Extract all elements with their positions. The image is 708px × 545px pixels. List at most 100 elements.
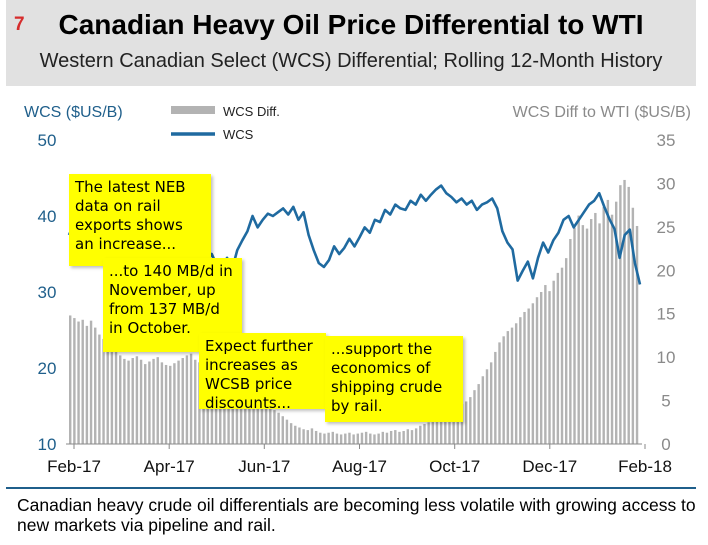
- bar-wcs-diff: [531, 303, 535, 444]
- header-band: [6, 0, 696, 86]
- bar-wcs-diff: [369, 433, 372, 444]
- x-tick-label: Dec-17: [522, 457, 577, 476]
- bar-wcs-diff: [302, 429, 305, 444]
- bar-wcs-diff: [473, 390, 476, 444]
- bar-wcs-diff: [289, 423, 293, 444]
- bar-wcs-diff: [239, 384, 243, 444]
- bar-wcs-diff: [160, 362, 164, 444]
- bar-wcs-diff: [189, 353, 193, 444]
- bar-wcs-diff: [577, 215, 580, 444]
- bar-wcs-diff: [635, 225, 639, 444]
- bar-wcs-diff: [389, 430, 393, 444]
- bar-wcs-diff: [181, 358, 184, 444]
- bar-wcs-diff: [123, 358, 126, 444]
- bar-wcs-diff: [85, 325, 89, 444]
- bar-wcs-diff: [348, 432, 351, 444]
- bar-wcs-diff: [469, 397, 472, 444]
- right-tick-label: 15: [657, 305, 676, 324]
- bar-wcs-diff: [481, 376, 485, 444]
- bar-wcs-diff: [506, 331, 510, 444]
- bar-wcs-diff: [494, 351, 497, 444]
- x-tick-label: Oct-17: [429, 457, 480, 476]
- bar-wcs-diff: [585, 228, 589, 444]
- bar-wcs-diff: [402, 430, 405, 444]
- bar-wcs-diff: [177, 360, 180, 444]
- bar-wcs-diff: [556, 272, 560, 444]
- bar-wcs-diff: [89, 320, 93, 444]
- right-tick-label: 0: [661, 435, 670, 454]
- bar-wcs-diff: [319, 432, 322, 444]
- bar-wcs-diff: [498, 342, 501, 444]
- bar-wcs-diff: [252, 397, 255, 444]
- bar-wcs-diff: [489, 362, 493, 444]
- bar-wcs-diff: [194, 359, 197, 444]
- bar-wcs-diff: [602, 206, 605, 444]
- bar-wcs-diff: [598, 223, 601, 444]
- bar-wcs-diff: [569, 239, 572, 444]
- bar-wcs-diff: [477, 384, 480, 444]
- left-axis-label: WCS ($US/B): [24, 104, 123, 121]
- bar-wcs-diff: [248, 394, 251, 444]
- left-tick-label: 20: [38, 359, 57, 378]
- bar-wcs-diff: [452, 409, 455, 444]
- left-axis-ticks: 10 20 30 40 50: [38, 131, 57, 454]
- bar-wcs-diff: [398, 431, 401, 444]
- bar-wcs-diff: [331, 431, 334, 444]
- bar-wcs-diff: [285, 419, 289, 444]
- right-tick-label: 20: [657, 261, 676, 280]
- bar-wcs-diff: [448, 410, 451, 444]
- bar-wcs-diff: [173, 363, 176, 444]
- bar-wcs-diff: [327, 432, 330, 444]
- bar-wcs-diff: [514, 323, 518, 444]
- bar-wcs-diff: [277, 412, 280, 444]
- bar-wcs-diff: [144, 364, 147, 444]
- bar-wcs-diff: [456, 406, 460, 444]
- legend-label-wcs: WCS: [223, 127, 254, 142]
- bar-wcs-diff: [544, 285, 547, 444]
- callout-rail-economics: ...support the economics of shipping cru…: [325, 336, 463, 422]
- bar-wcs-diff: [131, 358, 134, 444]
- bar-wcs-diff: [281, 416, 284, 444]
- bar-wcs-diff: [148, 361, 151, 444]
- bar-wcs-diff: [139, 359, 143, 444]
- legend-label-wcs-diff: WCS Diff.: [223, 104, 280, 119]
- x-tick-label: Jun-17: [238, 457, 290, 476]
- bar-wcs-diff: [69, 315, 72, 444]
- bar-wcs-diff: [344, 433, 347, 444]
- bar-wcs-diff: [619, 185, 622, 445]
- bar-wcs-diff: [606, 199, 610, 444]
- bar-wcs-diff: [81, 319, 84, 444]
- bar-wcs-diff: [185, 355, 189, 444]
- bar-wcs-diff: [110, 343, 114, 444]
- bar-wcs-diff: [73, 318, 76, 444]
- callout-neb-data: The latest NEB data on rail exports show…: [69, 174, 211, 266]
- bar-wcs-diff: [406, 429, 410, 444]
- bar-wcs-diff: [235, 377, 239, 444]
- bar-wcs-diff: [310, 428, 314, 444]
- bar-wcs-diff: [414, 428, 418, 444]
- bar-wcs-diff: [610, 214, 614, 444]
- bar-wcs-diff: [135, 356, 139, 444]
- x-tick-label: Feb-18: [618, 457, 672, 476]
- bar-wcs-diff: [410, 430, 414, 444]
- bar-wcs-diff: [264, 401, 268, 444]
- page-title: Canadian Heavy Oil Price Differential to…: [58, 9, 644, 40]
- bar-wcs-diff: [127, 360, 130, 444]
- bar-wcs-diff: [360, 432, 364, 444]
- bar-wcs-diff: [152, 358, 155, 444]
- bar-wcs-diff: [435, 417, 439, 444]
- right-tick-label: 10: [657, 348, 676, 367]
- bar-wcs-diff: [573, 227, 576, 444]
- bar-wcs-diff: [510, 327, 514, 444]
- bar-wcs-diff: [364, 431, 368, 444]
- bar-wcs-diff: [548, 291, 551, 444]
- bar-wcs-diff: [631, 207, 635, 444]
- bar-wcs-diff: [627, 186, 630, 444]
- bar-wcs-diff: [323, 433, 326, 444]
- bar-wcs-diff: [269, 405, 272, 444]
- bar-wcs-diff: [114, 349, 118, 444]
- bar-wcs-diff: [460, 404, 464, 444]
- bar-wcs-diff: [427, 422, 430, 444]
- bar-wcs-diff: [339, 434, 343, 444]
- x-tick-label: Aug-17: [332, 457, 387, 476]
